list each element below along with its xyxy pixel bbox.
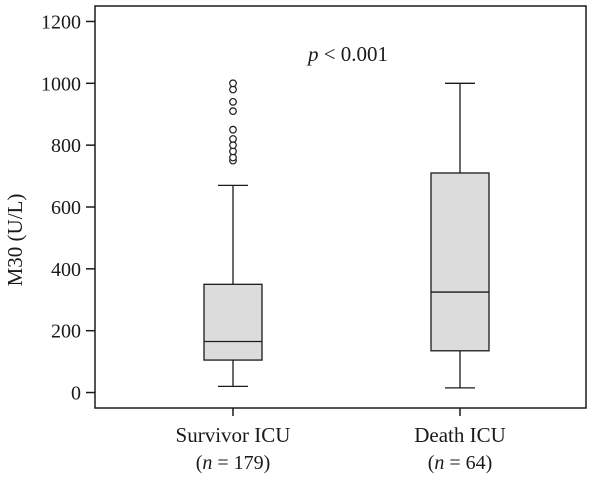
y-tick-label: 0 — [71, 383, 81, 405]
x-category-label: Survivor ICU — [176, 423, 291, 447]
y-tick-label: 200 — [51, 321, 81, 343]
p-value-symbol: p — [306, 42, 319, 66]
iqr-box — [203, 283, 263, 361]
y-tick-label: 1000 — [41, 73, 81, 95]
y-tick-label: 1200 — [41, 11, 81, 33]
outlier-point — [229, 125, 237, 134]
x-sample-size-label: (n = 179) — [196, 452, 271, 474]
x-sample-size-label: (n = 64) — [428, 452, 493, 474]
outlier-point — [229, 79, 237, 88]
y-tick-label: 800 — [51, 135, 81, 157]
x-category-label: Death ICU — [414, 423, 506, 447]
iqr-box — [430, 172, 490, 352]
p-value-text: < 0.001 — [318, 42, 388, 66]
y-axis-title: M30 (U/L) — [3, 194, 27, 287]
outlier-point — [229, 135, 237, 143]
y-tick-label: 400 — [51, 259, 81, 281]
y-tick-label: 600 — [51, 197, 81, 219]
p-value-annotation: p < 0.001 — [306, 42, 388, 66]
plot-frame — [94, 5, 587, 409]
outlier-point — [229, 97, 237, 106]
outlier-point — [229, 107, 237, 116]
